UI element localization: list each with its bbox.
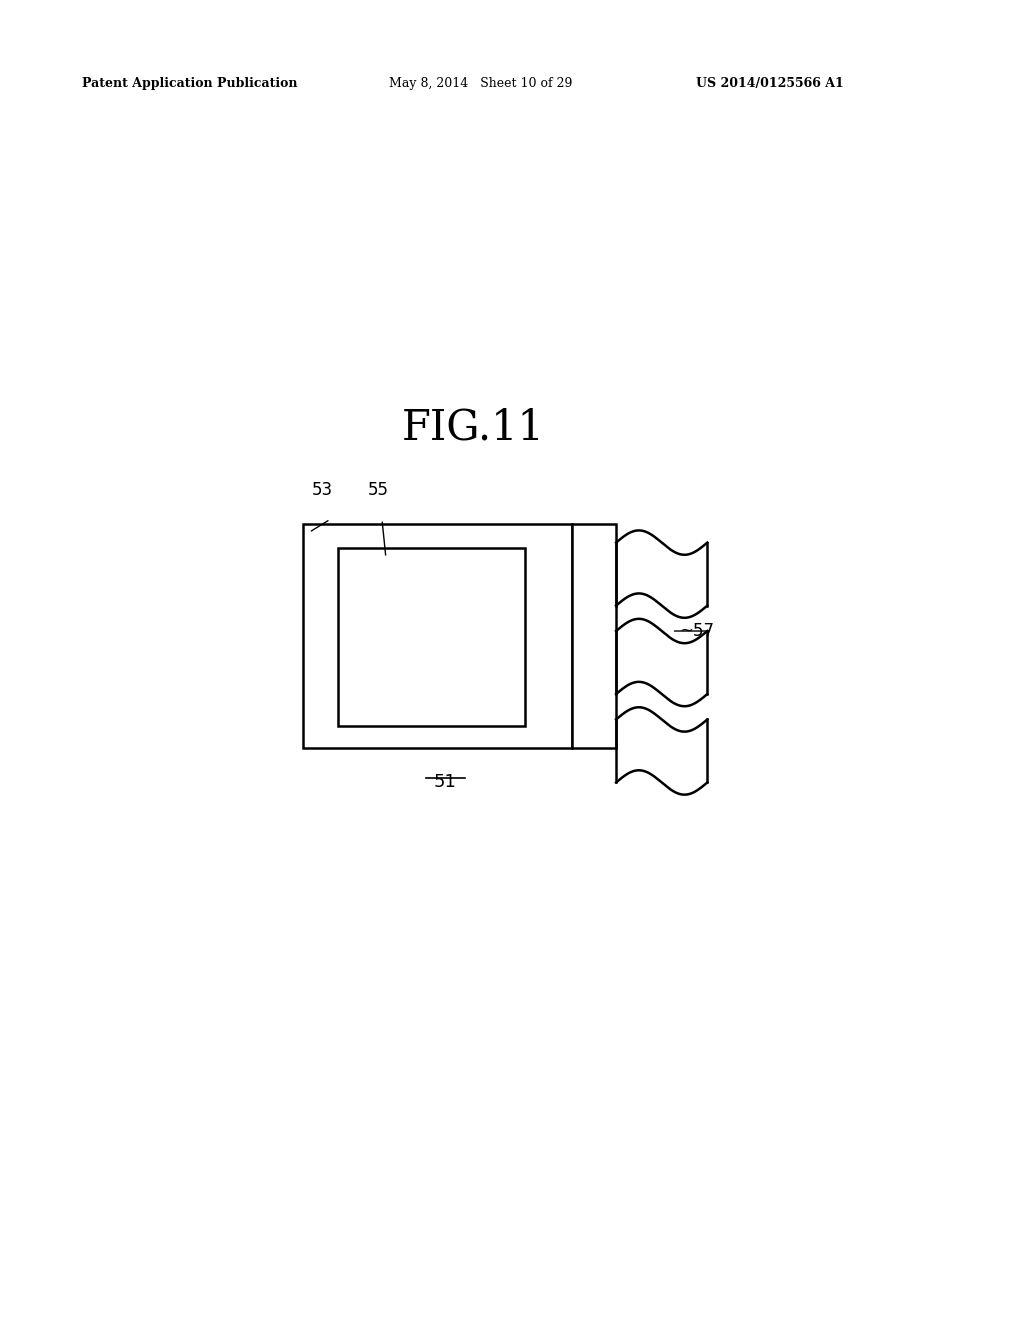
Text: May 8, 2014   Sheet 10 of 29: May 8, 2014 Sheet 10 of 29 [389, 77, 572, 90]
Bar [572, 524, 616, 748]
Bar [338, 548, 524, 726]
Bar [303, 524, 572, 748]
Text: ~57: ~57 [680, 622, 715, 640]
Text: US 2014/0125566 A1: US 2014/0125566 A1 [696, 77, 844, 90]
Text: FIG.11: FIG.11 [401, 407, 545, 447]
Text: Patent Application Publication: Patent Application Publication [82, 77, 297, 90]
Text: 51: 51 [434, 774, 457, 791]
Text: 53: 53 [312, 480, 333, 499]
Text: 55: 55 [368, 480, 388, 499]
